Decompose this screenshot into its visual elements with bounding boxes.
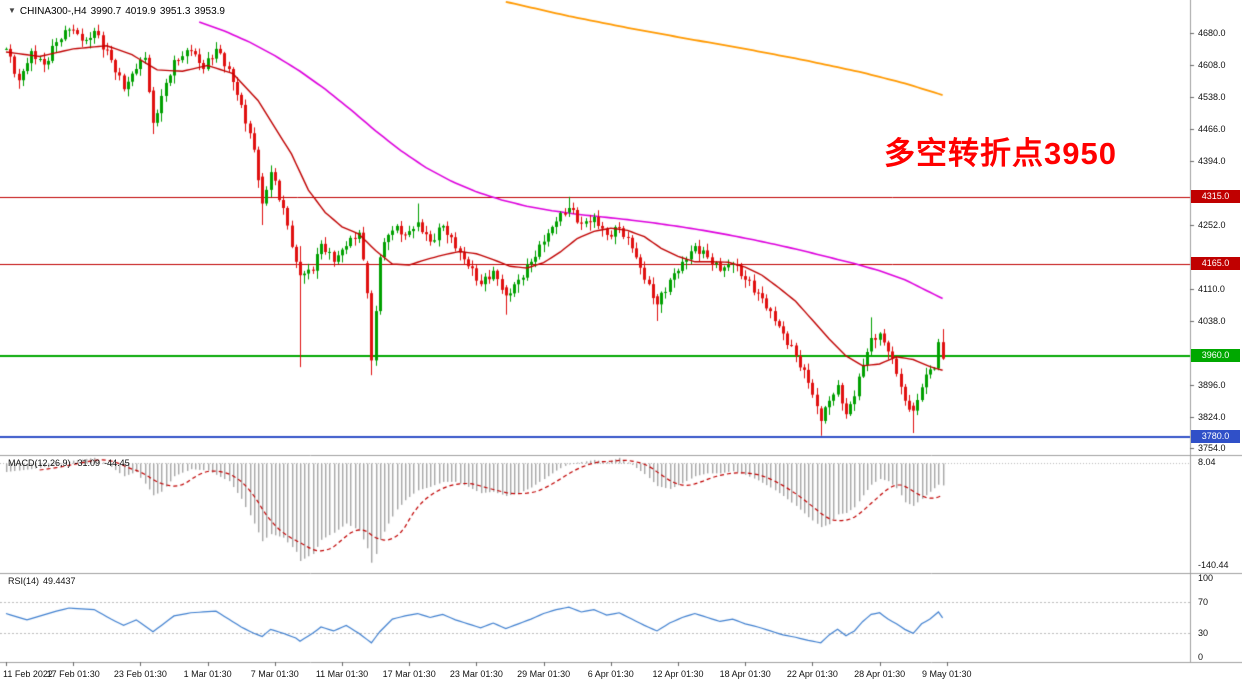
- price-level-badge: 3780.0: [1191, 429, 1240, 443]
- symbol-period-label: CHINA300-,H4: [19, 6, 87, 17]
- time-axis-label: 28 Apr 01:30: [854, 669, 906, 679]
- time-axis-label: 23 Feb 01:30: [113, 669, 167, 679]
- price-tick-label: 3824.0: [1198, 411, 1226, 422]
- ohlc-open: 3990.7: [90, 6, 122, 17]
- rsi-name: RSI(14): [8, 576, 40, 586]
- time-axis-label: 22 Apr 01:30: [786, 669, 838, 679]
- time-axis-label: 7 Mar 01:30: [250, 669, 299, 679]
- macd-value-signal: -44.45: [104, 458, 130, 468]
- time-axis-label: 11 Feb 2022: [3, 669, 53, 679]
- price-tick-label: 4608.0: [1198, 60, 1226, 71]
- price-tick-label: 4466.0: [1198, 124, 1226, 135]
- price-level-badge: 3960.0: [1191, 348, 1240, 362]
- one-click-trading-icon[interactable]: ▼: [8, 6, 16, 15]
- macd-name: MACD(12,26,9): [8, 458, 71, 468]
- ohlc-close: 3953.9: [194, 6, 225, 17]
- time-axis-label: 9 May 01:30: [922, 669, 972, 679]
- price-tick-label: 3896.0: [1198, 379, 1226, 390]
- price-tick-label: 4680.0: [1198, 28, 1226, 39]
- price-tick-label: 4252.0: [1198, 220, 1226, 231]
- time-axis-label: 17 Mar 01:30: [382, 669, 436, 679]
- macd-value-main: -31.09: [74, 458, 101, 468]
- time-axis-label: 29 Mar 01:30: [517, 669, 571, 679]
- price-tick-label: 4038.0: [1198, 315, 1226, 326]
- rsi-indicator-label: RSI(14) 49.4437: [8, 576, 80, 586]
- macd-scale-min: -140.44: [1198, 560, 1229, 570]
- rsi-scale-label: 0: [1198, 652, 1204, 663]
- rsi-value: 49.4437: [43, 576, 76, 586]
- time-axis-label: 17 Feb 01:30: [46, 669, 100, 679]
- macd-scale-max: 8.04: [1198, 457, 1216, 467]
- rsi-scale-label: 100: [1198, 572, 1214, 583]
- price-tick-label: 4394.0: [1198, 156, 1226, 167]
- ohlc-low: 3951.3: [159, 6, 191, 17]
- symbol-ohlc-label: ▼ CHINA300-,H4 3990.7 4019.9 3951.3 3953.9: [8, 6, 229, 17]
- price-tick-label: 4538.0: [1198, 91, 1226, 102]
- macd-indicator-label: MACD(12,26,9) -31.09 -44.45: [8, 458, 134, 468]
- price-tick-label: 3754.0: [1198, 443, 1226, 454]
- price-tick-label: 4110.0: [1198, 283, 1225, 294]
- time-axis-label: 1 Mar 01:30: [183, 669, 232, 679]
- price-level-badge: 4315.0: [1191, 189, 1240, 203]
- rsi-scale-label: 70: [1198, 596, 1209, 607]
- time-axis-label: 11 Mar 01:30: [315, 669, 369, 679]
- time-axis-label: 6 Apr 01:30: [587, 669, 634, 679]
- rsi-scale-label: 30: [1198, 628, 1209, 639]
- price-level-badge: 4165.0: [1191, 257, 1240, 271]
- time-axis-label: 23 Mar 01:30: [449, 669, 503, 679]
- time-axis-label: 12 Apr 01:30: [652, 669, 704, 679]
- annotation-text: 多空转折点3950: [884, 136, 1117, 171]
- time-axis-label: 18 Apr 01:30: [719, 669, 771, 679]
- ohlc-high: 4019.9: [125, 6, 156, 17]
